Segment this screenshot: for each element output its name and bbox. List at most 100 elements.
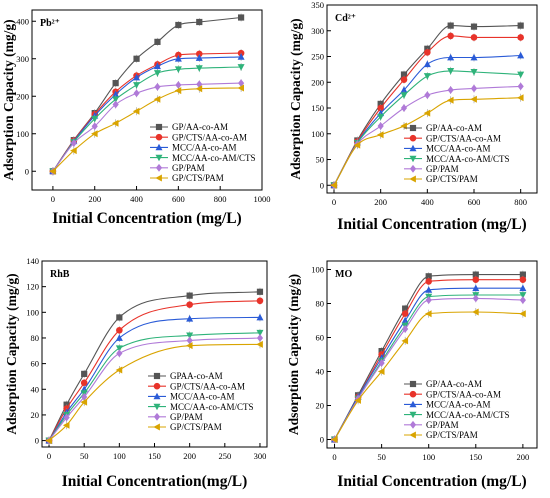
legend-marker — [409, 420, 417, 429]
data-point — [423, 109, 431, 117]
y-tick-label: 0 — [25, 166, 29, 176]
data-point — [186, 332, 194, 340]
legend-label: GPAA-co-AM — [170, 371, 223, 381]
x-tick-label: 400 — [421, 197, 434, 207]
data-point — [401, 316, 409, 324]
data-point — [153, 62, 161, 70]
data-point — [401, 310, 409, 318]
data-point — [256, 288, 264, 295]
data-point — [111, 119, 119, 127]
y-tick-label: 20 — [31, 410, 40, 420]
legend-label: GP/CTS/AA-co-AM — [426, 389, 501, 399]
chart-panel-3: 0 50 100 150 200 250 300 0 20 40 60 80 100 120 140 Init… — [4, 256, 268, 490]
legend: GPAA-co-AMGP/CTS/AA-co-AMMCC/AA-co-AMMCC… — [148, 371, 254, 432]
data-point — [517, 51, 525, 59]
data-point — [115, 366, 123, 374]
legend-marker — [155, 154, 163, 162]
x-tick-label: 400 — [130, 194, 143, 204]
x-tick-label: 300 — [254, 451, 267, 461]
y-tick-label: 250 — [311, 52, 324, 62]
data-point — [330, 436, 338, 443]
data-point — [186, 301, 193, 308]
y-axis-title: Adsorption Capacity (mg/g) — [4, 273, 19, 434]
y-tick-label: 150 — [311, 103, 324, 113]
legend-marker — [409, 431, 416, 439]
data-point — [256, 334, 264, 342]
legend-marker — [409, 380, 417, 388]
data-point — [115, 345, 123, 352]
data-point — [424, 91, 431, 100]
data-point — [376, 131, 384, 139]
x-tick-label: 600 — [172, 194, 185, 204]
data-point — [425, 310, 432, 318]
y-axis-title: Adsorption Capacity (mg/g) — [286, 274, 301, 435]
data-point — [175, 21, 182, 29]
x-tick-label: 800 — [214, 194, 227, 204]
plot-frame — [326, 260, 538, 449]
data-point — [470, 34, 478, 41]
data-point — [45, 437, 52, 445]
data-point — [185, 342, 193, 350]
data-point — [237, 14, 245, 21]
x-axis-title: Initial Concentration (mg/L) — [337, 216, 526, 233]
legend-label: GP/CTS/PAM — [426, 430, 478, 440]
y-tick-label: 20 — [316, 401, 325, 411]
x-tick-label: 0 — [332, 197, 336, 207]
x-tick-label: 600 — [468, 197, 481, 207]
data-point — [470, 53, 478, 61]
series-GP/CTS/PAM — [49, 84, 244, 176]
x-tick-label: 0 — [47, 451, 51, 461]
chart-panel-1: 0 200 400 600 800 1000 0 100 200 300 400 Initial Co… — [1, 9, 271, 227]
legend-marker — [409, 155, 417, 163]
data-point — [112, 96, 120, 103]
legend-marker — [153, 372, 161, 380]
y-tick-label: 300 — [311, 26, 324, 36]
data-point — [402, 305, 409, 312]
data-point — [115, 334, 123, 341]
data-point — [186, 315, 194, 322]
legend-label: GP/AA-co-AM — [426, 123, 482, 133]
y-tick-label: 100 — [26, 307, 39, 317]
data-point — [116, 326, 123, 334]
series-GPAA-co-AM — [45, 287, 264, 445]
data-point — [237, 79, 245, 88]
y-tick-label: 80 — [316, 299, 325, 309]
data-point — [377, 113, 385, 121]
data-point — [49, 167, 56, 175]
data-point — [425, 286, 433, 293]
legend-label: GP/CTS/PAM — [170, 422, 222, 432]
chart-panel-2: 0 200 400 600 800 0 50 100 150 200 250 300 350 Initia… — [288, 0, 538, 233]
data-point — [447, 86, 454, 94]
legend-label: MCC/AA-co-AM/CTS — [426, 154, 510, 164]
data-point — [400, 76, 408, 83]
data-point — [112, 80, 119, 87]
data-point — [195, 54, 203, 61]
x-tick-label: 200 — [516, 452, 529, 462]
data-point — [112, 100, 119, 109]
x-axis-title: Initial Concentration(mg/L) — [62, 473, 248, 490]
series-GP/CTS/PAM — [45, 340, 263, 445]
data-point — [174, 66, 182, 73]
legend-marker — [409, 400, 417, 408]
data-point — [400, 86, 408, 93]
x-tick-label: 150 — [148, 451, 161, 461]
x-tick-label: 0 — [332, 452, 336, 462]
legend-label: GP/CTS/AA-co-AM — [170, 381, 245, 391]
x-tick-label: 100 — [422, 452, 435, 462]
data-point — [519, 310, 526, 318]
data-point — [354, 396, 361, 404]
legend-label: GP/CTS/AA-co-AM — [172, 132, 247, 142]
x-tick-label: 100 — [113, 451, 126, 461]
x-tick-label: 200 — [374, 197, 387, 207]
data-point — [153, 95, 161, 103]
chart-panel-4: 0 50 100 150 200 0 20 40 60 80 100 Initial Concentr… — [286, 260, 538, 490]
legend-marker — [153, 392, 161, 400]
legend-marker — [409, 124, 417, 132]
x-tick-label: 800 — [514, 197, 527, 207]
y-tick-label: 100 — [16, 129, 29, 139]
data-point — [400, 104, 408, 112]
data-point — [256, 297, 264, 305]
data-point — [81, 393, 88, 401]
panel-label: Pb²⁺ — [40, 18, 60, 29]
y-axis-title: Adsorption Capacity (mg/g) — [1, 19, 16, 180]
